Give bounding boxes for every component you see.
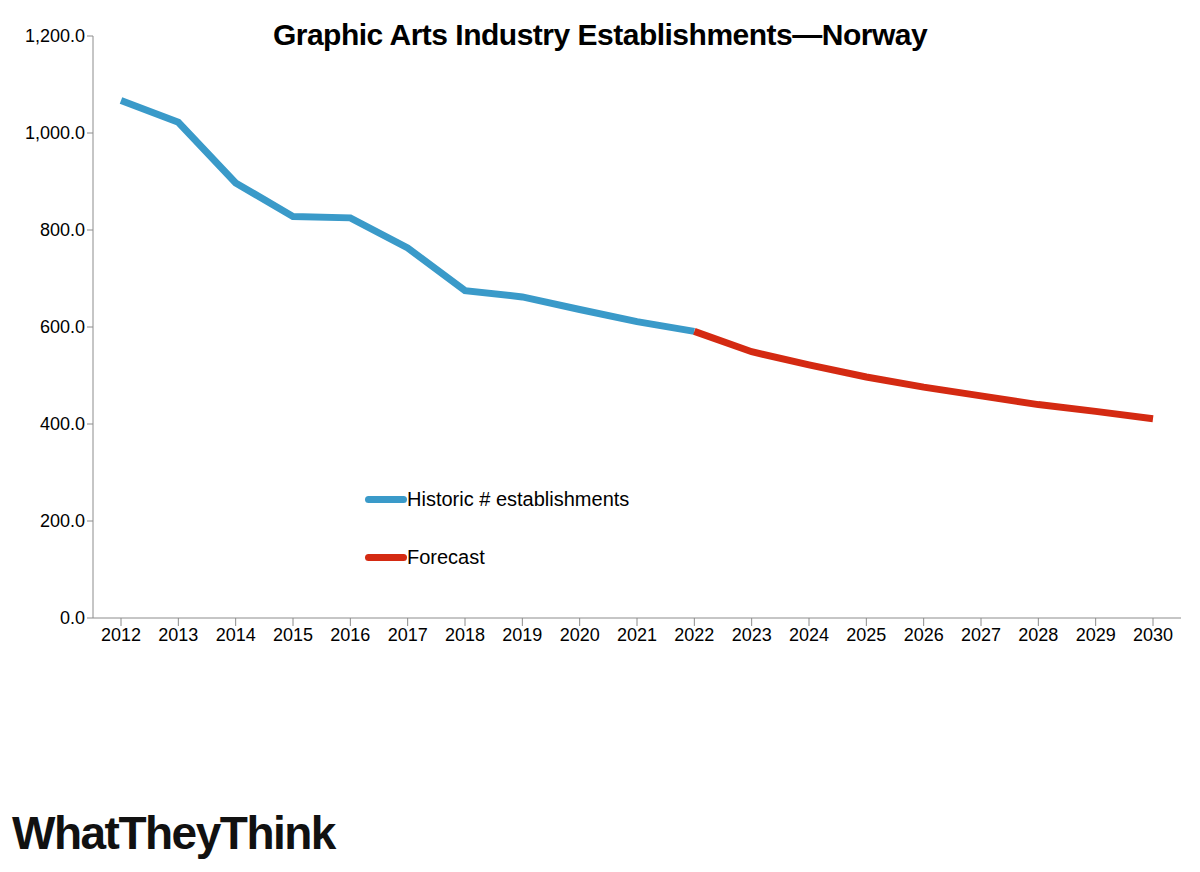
html-text:Forecast: Forecast bbox=[407, 545, 485, 568]
svg-text:2019: 2019 bbox=[502, 625, 542, 645]
html-text:Historic # establishments: Historic # establishments bbox=[407, 487, 630, 510]
svg-text:2026: 2026 bbox=[904, 625, 944, 645]
svg-text:0.0: 0.0 bbox=[60, 608, 85, 628]
svg-text:1,000.0: 1,000.0 bbox=[25, 123, 85, 143]
svg-text:2021: 2021 bbox=[617, 625, 657, 645]
svg-text:2012: 2012 bbox=[101, 625, 141, 645]
svg-text:400.0: 400.0 bbox=[40, 414, 85, 434]
svg-text:2028: 2028 bbox=[1018, 625, 1058, 645]
svg-text:200.0: 200.0 bbox=[40, 511, 85, 531]
svg-text:2027: 2027 bbox=[961, 625, 1001, 645]
svg-text:2024: 2024 bbox=[789, 625, 829, 645]
svg-text:2016: 2016 bbox=[330, 625, 370, 645]
svg-text:2020: 2020 bbox=[560, 625, 600, 645]
svg-text:1,200.0: 1,200.0 bbox=[25, 26, 85, 46]
svg-text:2015: 2015 bbox=[273, 625, 313, 645]
svg-text:800.0: 800.0 bbox=[40, 220, 85, 240]
svg-text:2014: 2014 bbox=[216, 625, 256, 645]
svg-text:2022: 2022 bbox=[674, 625, 714, 645]
html-text:Graphic Arts Industry Establis: Graphic Arts Industry Establishments—Nor… bbox=[272, 18, 928, 51]
svg-text:2023: 2023 bbox=[732, 625, 772, 645]
svg-text:2018: 2018 bbox=[445, 625, 485, 645]
svg-text:2017: 2017 bbox=[388, 625, 428, 645]
svg-text:2013: 2013 bbox=[158, 625, 198, 645]
svg-text:2030: 2030 bbox=[1133, 625, 1173, 645]
svg-text:2025: 2025 bbox=[846, 625, 886, 645]
svg-text:600.0: 600.0 bbox=[40, 317, 85, 337]
svg-text:2029: 2029 bbox=[1076, 625, 1116, 645]
html-text:WhatTheyThink: WhatTheyThink bbox=[12, 807, 335, 859]
